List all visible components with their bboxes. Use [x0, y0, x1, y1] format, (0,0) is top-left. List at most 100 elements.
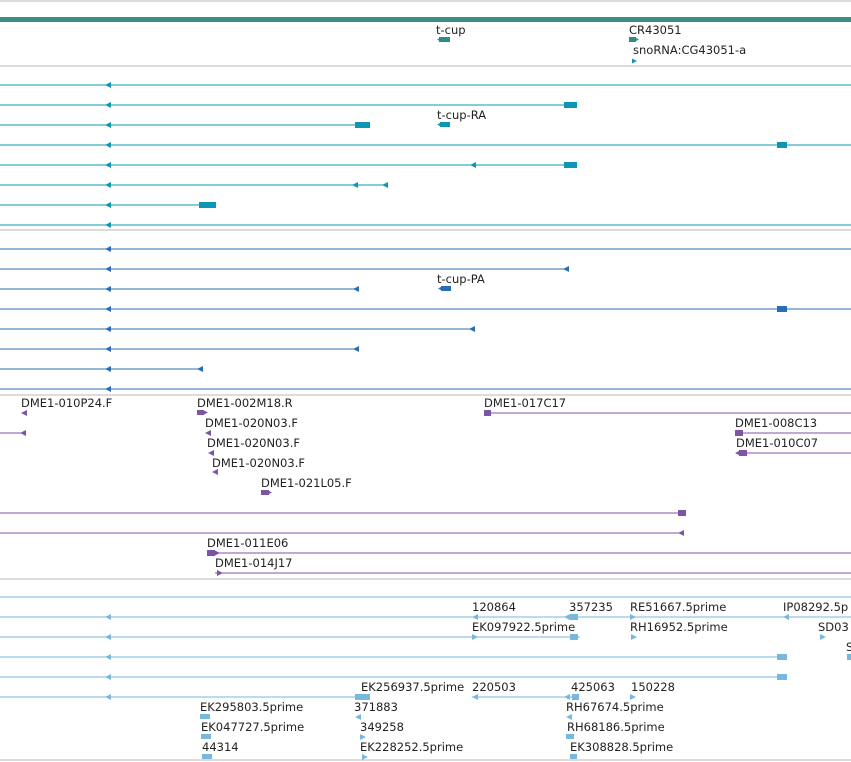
protein-strand-arrow[interactable]	[105, 386, 111, 392]
est-feature[interactable]	[105, 674, 111, 680]
est-feature[interactable]	[105, 694, 111, 700]
clone-label: DME1-008C13	[735, 416, 817, 430]
protein-strand-arrow[interactable]	[105, 266, 111, 272]
est-feature[interactable]	[472, 694, 478, 700]
est-feature[interactable]	[570, 614, 578, 620]
transcript-strand-arrow[interactable]	[105, 222, 111, 228]
transcript-strand-arrow[interactable]	[105, 122, 111, 128]
protein-strand-arrow[interactable]	[197, 366, 203, 372]
est-feature[interactable]	[783, 614, 789, 620]
est-feature[interactable]	[777, 654, 787, 660]
transcript-exon[interactable]	[355, 122, 370, 128]
est-feature[interactable]	[820, 634, 826, 640]
transcript-strand-arrow[interactable]	[105, 82, 111, 88]
clone-feature[interactable]	[739, 450, 747, 456]
clone-feature[interactable]	[212, 469, 218, 475]
clone-feature[interactable]	[678, 530, 684, 536]
gene-strand-arrow[interactable]	[437, 37, 442, 42]
est-label: S	[846, 640, 851, 654]
est-feature[interactable]	[355, 694, 370, 700]
clone-feature[interactable]	[217, 570, 223, 576]
clone-feature[interactable]	[207, 550, 215, 556]
clone-feature[interactable]	[267, 490, 272, 495]
est-feature[interactable]	[362, 754, 368, 760]
est-feature[interactable]	[572, 694, 579, 700]
transcript-strand-arrow[interactable]	[105, 102, 111, 108]
transcript-exon[interactable]	[564, 162, 577, 168]
protein-strand-arrow[interactable]	[105, 326, 111, 332]
clone-feature[interactable]	[20, 430, 26, 436]
est-feature[interactable]	[105, 654, 111, 660]
protein-strand-arrow[interactable]	[105, 346, 111, 352]
transcript-strand-arrow[interactable]	[470, 162, 476, 168]
clone-feature[interactable]	[21, 410, 27, 416]
clone-feature[interactable]	[214, 550, 220, 556]
transcript-exon[interactable]	[564, 102, 577, 108]
clone-label: DME1-020N03.F	[205, 416, 298, 430]
transcript-strand-arrow[interactable]	[105, 202, 111, 208]
clone-feature[interactable]	[203, 410, 208, 415]
transcript-exon[interactable]	[440, 122, 450, 127]
gene-strand-arrow[interactable]	[634, 37, 639, 42]
est-feature[interactable]	[360, 734, 366, 740]
clone-feature[interactable]	[735, 430, 743, 436]
protein-strand-arrow[interactable]	[105, 286, 111, 292]
protein-exon[interactable]	[777, 306, 787, 312]
gene-feature[interactable]	[629, 37, 636, 42]
protein-strand-arrow[interactable]	[353, 286, 359, 292]
clone-feature[interactable]	[208, 450, 214, 456]
clone-feature[interactable]	[197, 410, 204, 415]
transcript-strand-arrow[interactable]	[382, 182, 388, 188]
track-features	[0, 17, 851, 760]
est-label: 425063	[571, 680, 615, 694]
protein-strand-arrow[interactable]	[353, 346, 359, 352]
clone-feature[interactable]	[484, 410, 491, 416]
gene-strand-arrow[interactable]	[632, 58, 637, 64]
est-feature[interactable]	[564, 614, 570, 620]
est-feature[interactable]	[202, 754, 212, 759]
clone-feature[interactable]	[735, 450, 741, 456]
gene-track-bar[interactable]	[0, 17, 851, 22]
est-feature[interactable]	[355, 714, 361, 720]
est-label: EK308828.5prime	[570, 740, 673, 754]
gene-feature[interactable]	[439, 37, 450, 42]
est-label: 357235	[569, 600, 613, 614]
est-feature[interactable]	[472, 634, 478, 640]
est-feature[interactable]	[847, 654, 851, 660]
est-feature[interactable]	[570, 634, 578, 640]
transcript-strand-arrow[interactable]	[105, 162, 111, 168]
est-feature[interactable]	[472, 614, 478, 620]
est-feature[interactable]	[200, 714, 210, 719]
transcript-strand-arrow[interactable]	[105, 182, 111, 188]
est-feature[interactable]	[570, 754, 577, 759]
est-feature[interactable]	[630, 694, 636, 700]
est-feature[interactable]	[566, 714, 572, 720]
clone-feature[interactable]	[678, 510, 686, 516]
est-feature[interactable]	[566, 734, 574, 739]
clone-feature[interactable]	[205, 430, 211, 436]
protein-strand-arrow[interactable]	[438, 286, 443, 291]
protein-strand-arrow[interactable]	[105, 366, 111, 372]
transcript-strand-arrow[interactable]	[352, 182, 358, 188]
protein-strand-arrow[interactable]	[563, 266, 569, 272]
est-feature[interactable]	[201, 734, 211, 739]
protein-exon[interactable]	[441, 286, 451, 291]
clone-feature[interactable]	[261, 490, 269, 495]
est-label: RH68186.5prime	[567, 720, 665, 734]
est-feature[interactable]	[105, 614, 111, 620]
est-feature[interactable]	[630, 614, 636, 620]
protein-strand-arrow[interactable]	[469, 326, 475, 332]
est-feature[interactable]	[631, 634, 637, 640]
est-feature[interactable]	[777, 674, 787, 680]
gene-label: CR43051	[629, 23, 682, 37]
protein-strand-arrow[interactable]	[105, 246, 111, 252]
est-feature[interactable]	[564, 694, 570, 700]
transcript-exon[interactable]	[199, 202, 216, 208]
transcript-strand-arrow[interactable]	[437, 122, 442, 127]
est-feature[interactable]	[105, 634, 111, 640]
protein-strand-arrow[interactable]	[105, 306, 111, 312]
transcript-strand-arrow[interactable]	[105, 142, 111, 148]
transcript-exon[interactable]	[777, 142, 787, 148]
